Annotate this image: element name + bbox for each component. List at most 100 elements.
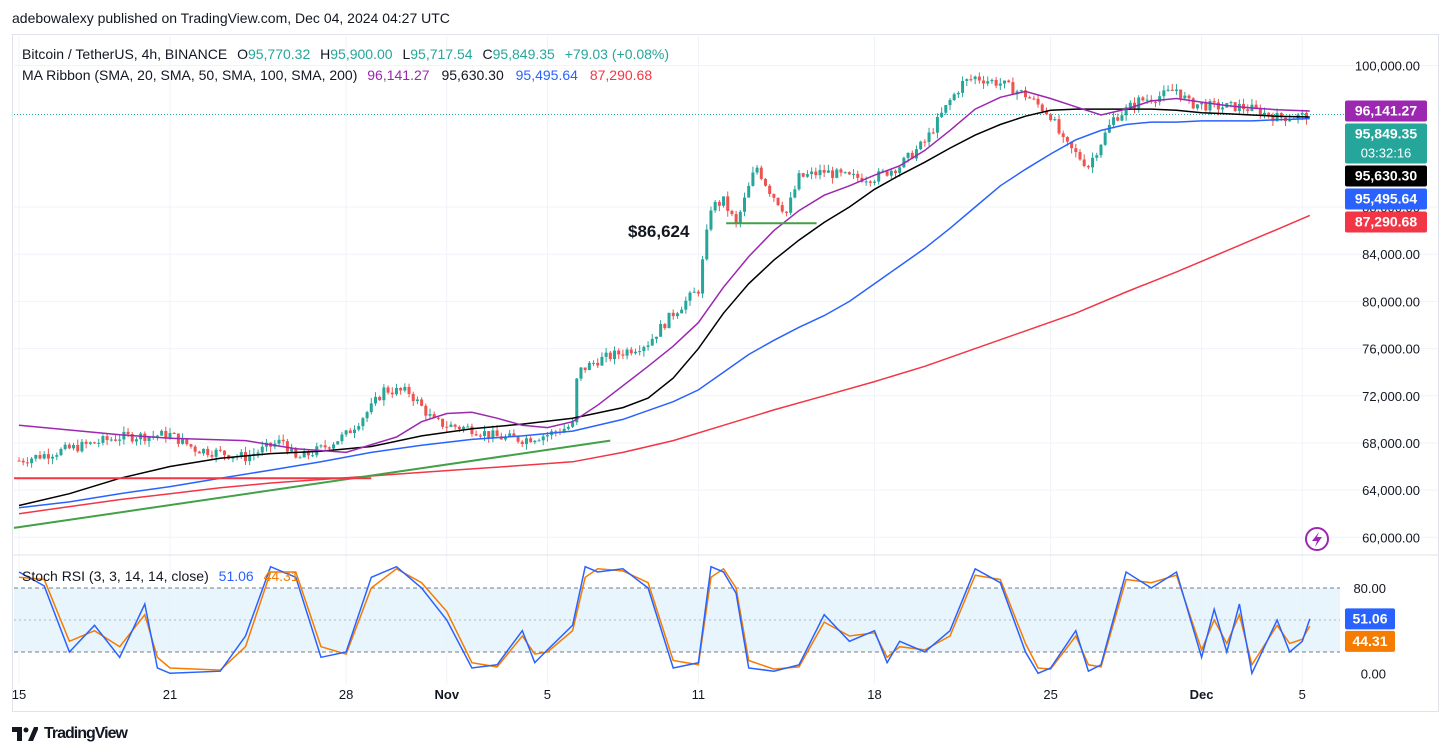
tradingview-brand: TradingView: [44, 725, 128, 742]
candle-body: [1300, 112, 1304, 115]
candle-body: [1183, 95, 1187, 99]
candle-body: [147, 436, 151, 442]
candle-body: [613, 350, 617, 360]
candle-body: [76, 444, 80, 452]
candle-body: [705, 229, 709, 260]
candle-body: [818, 169, 822, 176]
candle-body: [608, 352, 612, 360]
candle-body: [566, 426, 570, 429]
candle-body: [914, 149, 918, 159]
candle-body: [34, 455, 38, 459]
candle-body: [675, 313, 679, 317]
candle-body: [512, 433, 516, 437]
chart-frame[interactable]: [12, 34, 1439, 712]
candle-body: [814, 171, 818, 176]
candle-body: [298, 457, 302, 459]
candle-body: [105, 436, 109, 441]
candle-body: [84, 441, 88, 444]
candle-body: [1137, 97, 1141, 109]
candle-body: [1170, 89, 1174, 91]
candle-body: [462, 426, 466, 430]
rsi-badge: [1345, 630, 1395, 652]
candle-body: [365, 412, 369, 419]
candle-body: [155, 435, 159, 437]
candle-body: [59, 448, 63, 456]
candle-body: [1032, 98, 1036, 100]
candle-body: [378, 396, 382, 401]
candle-body: [508, 433, 512, 437]
candle-body: [290, 447, 294, 452]
candle-body: [1275, 113, 1279, 122]
candle-body: [1116, 117, 1120, 121]
candle-body: [197, 451, 201, 454]
candle-body: [784, 211, 788, 213]
candle-body: [659, 324, 663, 337]
candle-body: [323, 445, 327, 448]
candle-body: [1133, 102, 1137, 109]
candle-body: [206, 448, 210, 456]
tradingview-footer[interactable]: TradingView: [12, 725, 128, 743]
time-tick-label: 11: [692, 687, 706, 702]
candle-body: [776, 197, 780, 206]
candle-body: [973, 76, 977, 80]
candle-body: [126, 431, 130, 435]
candle-body: [1099, 144, 1103, 156]
candle-body: [516, 436, 520, 442]
candle-body: [1057, 119, 1061, 134]
price-badge-countdown: 03:32:16: [1361, 146, 1412, 161]
candle-body: [445, 426, 449, 428]
candle-body: [185, 438, 189, 445]
candle-body: [638, 351, 642, 353]
price-badge: [1345, 100, 1427, 122]
time-tick-label: 5: [544, 687, 551, 702]
legend-open-value: 95,770.32: [248, 46, 310, 62]
legend-low-label: L: [402, 46, 410, 62]
legend-line-1: Bitcoin / TetherUS, 4h, BINANCE O95,770.…: [22, 46, 669, 62]
candle-body: [793, 189, 797, 198]
candle-body: [55, 455, 59, 457]
candle-body: [587, 362, 591, 371]
candle-body: [1044, 111, 1048, 115]
candle-body: [931, 132, 935, 134]
candle-body: [1174, 89, 1178, 91]
candle-body: [562, 428, 566, 433]
candle-body: [1091, 157, 1095, 168]
candle-body: [63, 444, 67, 449]
drawings[interactable]: [13, 222, 817, 529]
candle-body: [113, 439, 117, 441]
rsi-badge: [1345, 608, 1395, 630]
candle-body: [1124, 107, 1128, 116]
candle-body: [805, 174, 809, 177]
candle-body: [218, 449, 222, 451]
candle-body: [1103, 132, 1107, 145]
candle-body: [1023, 90, 1027, 98]
legend-high-value: 95,900.00: [330, 46, 392, 62]
stoch-rsi-axis[interactable]: 80.00 0.00: [1353, 581, 1386, 681]
candle-body: [893, 170, 897, 173]
candle-body: [46, 454, 50, 459]
time-axis[interactable]: 15 21 28 Nov 5 11 18 25 Dec 5: [12, 687, 1306, 702]
candle-body: [1204, 102, 1208, 111]
candle-body: [596, 362, 600, 366]
candle-body: [172, 432, 176, 434]
candle-body: [873, 181, 877, 183]
candle-body: [1007, 80, 1011, 83]
candle-body: [495, 430, 499, 437]
candle-body: [797, 173, 801, 190]
candle-body: [545, 435, 549, 437]
candle-body: [93, 442, 97, 444]
candle-body: [474, 434, 478, 436]
candle-body: [1120, 115, 1124, 121]
stoch-rsi-d-line: [18, 567, 1311, 671]
candle-body: [239, 452, 243, 457]
time-tick-label: 15: [12, 687, 26, 702]
legend-low-value: 95,717.54: [410, 46, 472, 62]
candle-body: [1095, 155, 1099, 158]
candle-body: [160, 430, 164, 436]
lightning-icon[interactable]: [1305, 527, 1329, 551]
price-tick-label: 100,000.00: [1355, 58, 1420, 73]
price-badge: [1345, 188, 1427, 210]
candle-body: [801, 173, 805, 177]
candle-body: [839, 169, 843, 173]
